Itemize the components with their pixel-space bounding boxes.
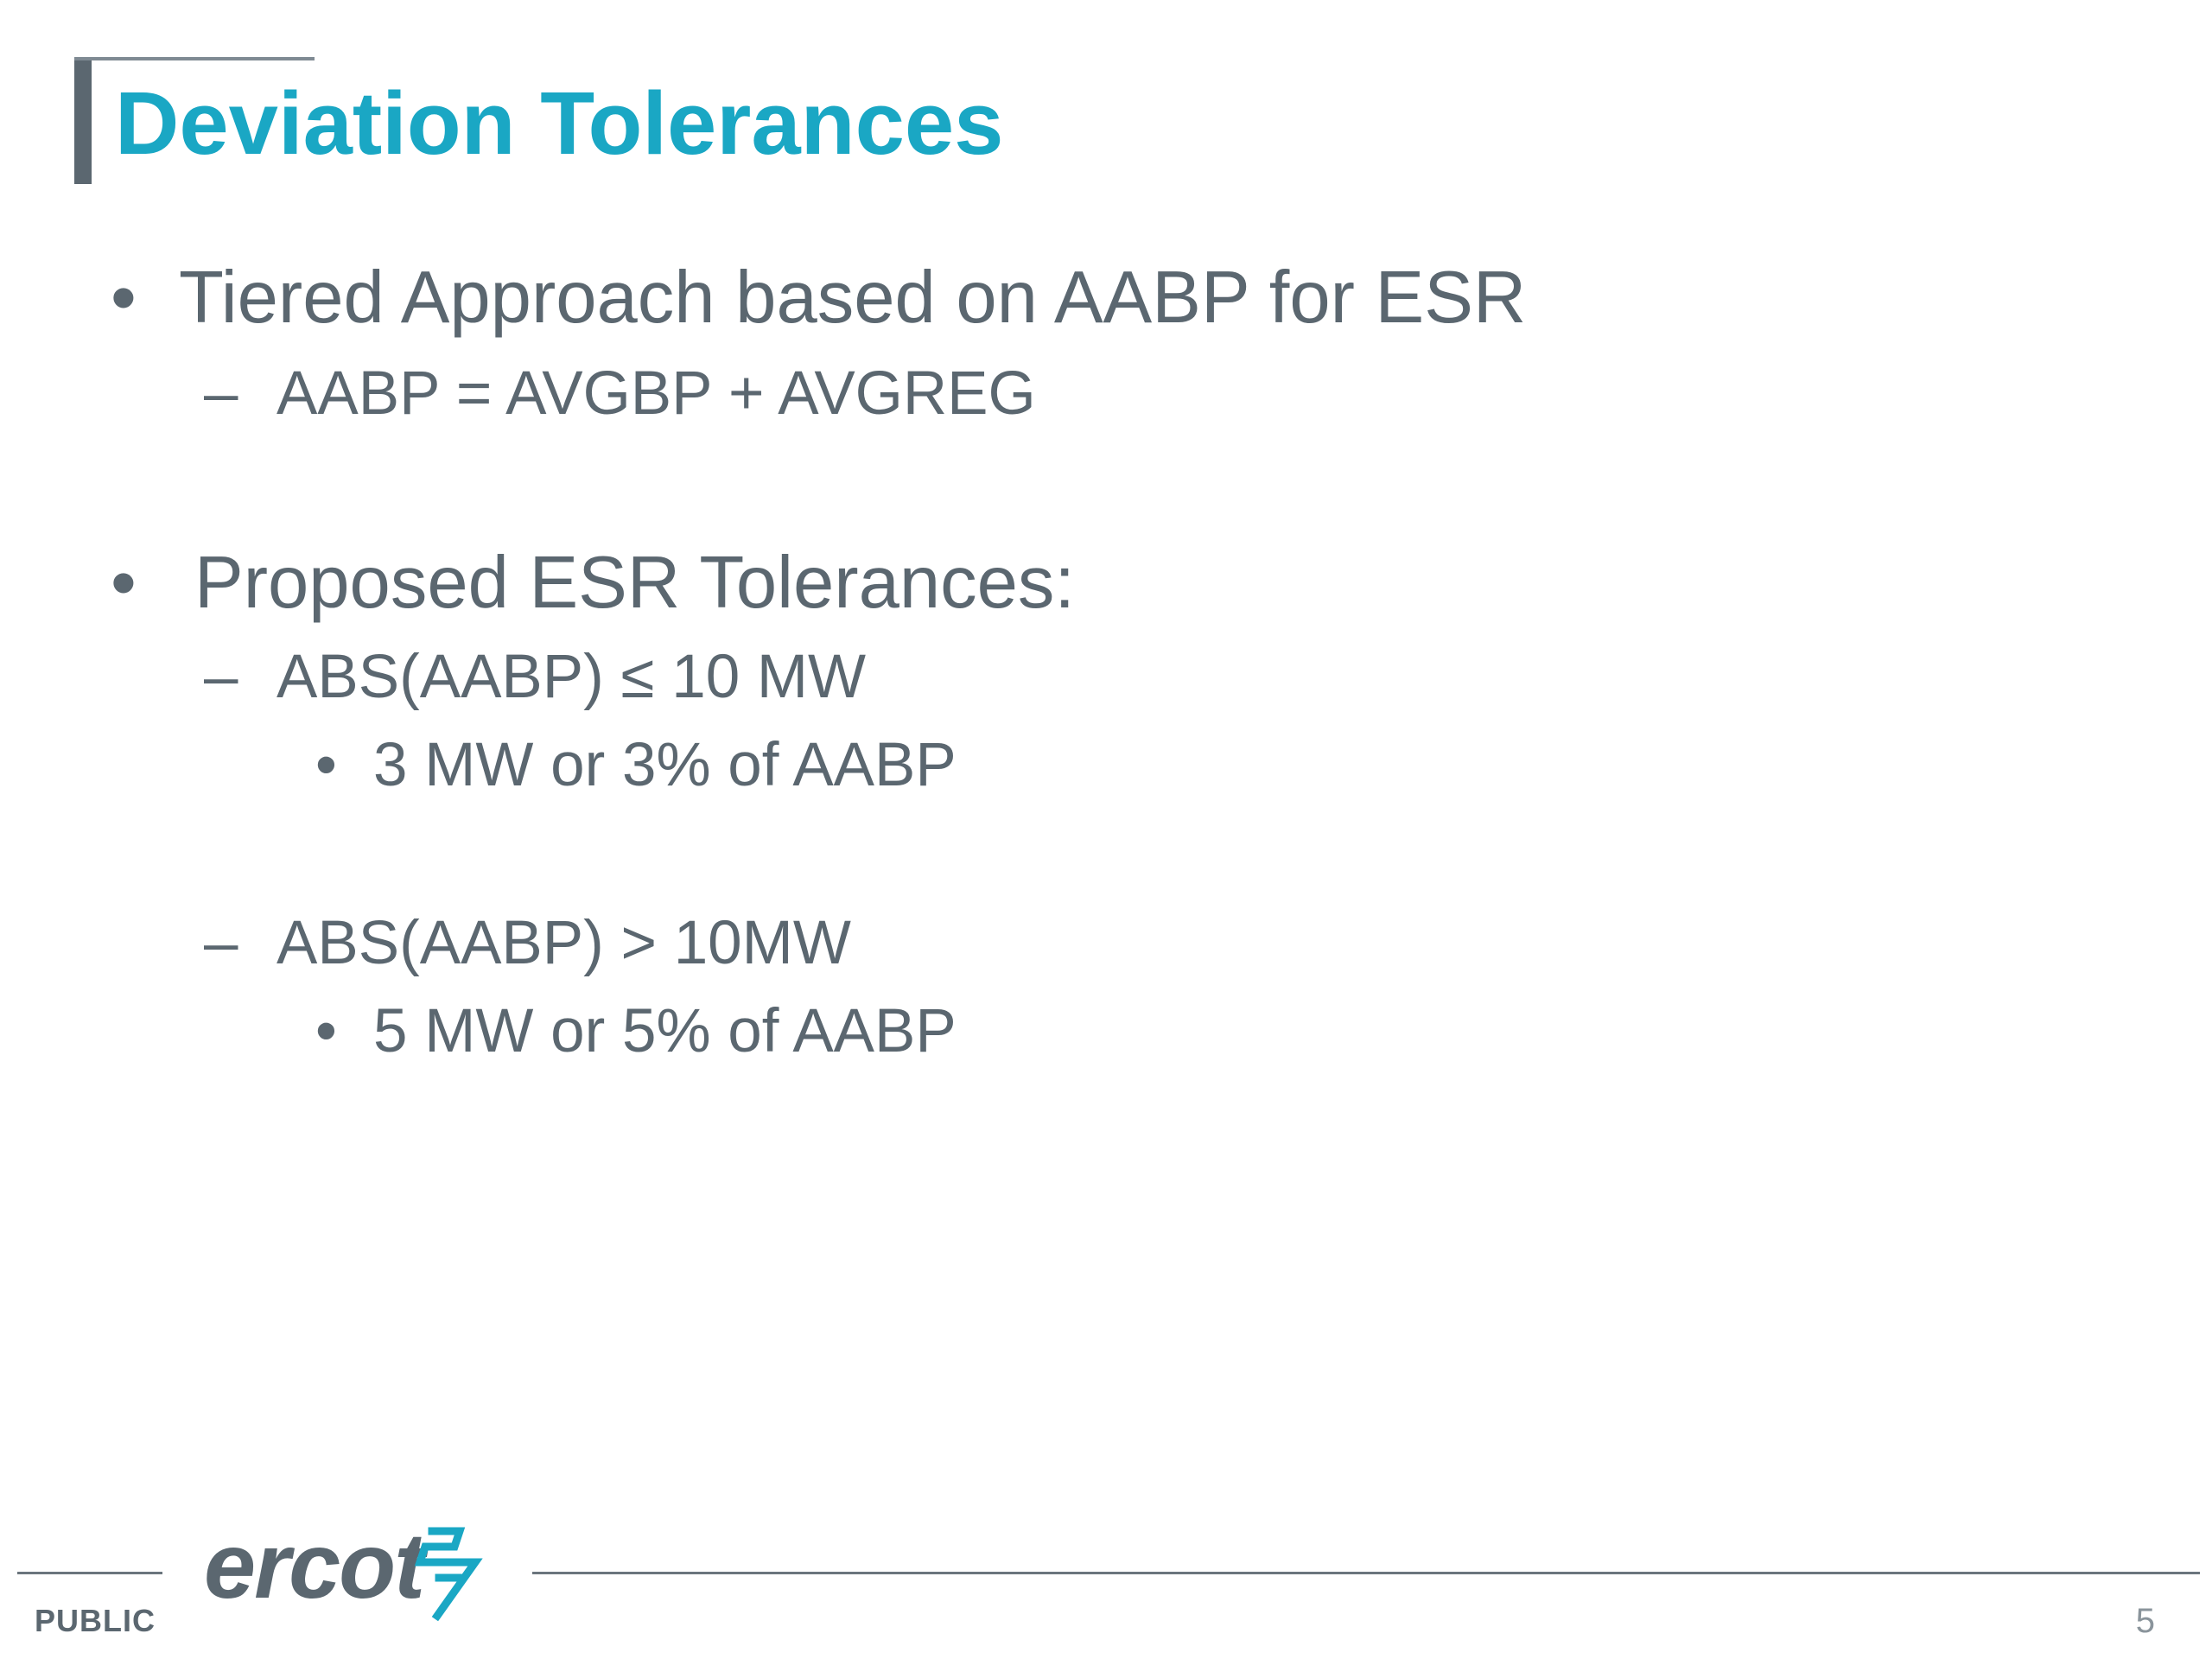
bullet-text: Proposed ESR Tolerances: <box>194 542 1076 624</box>
bullet-icon: • <box>315 997 337 1065</box>
sub-bullet-text: ABS(AABP) ≤ 10 MW <box>276 643 867 711</box>
sub-bullet-text: ABS(AABP) > 10MW <box>276 909 851 977</box>
sub-sub-bullet-text: 3 MW or 3% of AABP <box>373 731 957 799</box>
bullet-text: Tiered Approach based on AABP for ESR <box>179 257 1527 339</box>
dash-icon: – <box>204 643 238 711</box>
title-accent-rule <box>74 57 315 60</box>
footer-rule-right <box>532 1572 2200 1574</box>
bullet-icon: • <box>315 731 337 799</box>
slide-title: Deviation Tolerances <box>115 73 1004 173</box>
dash-icon: – <box>204 909 238 977</box>
bullet-icon: • <box>111 257 137 339</box>
bullet-icon: • <box>111 542 137 624</box>
sub-sub-bullet-text: 5 MW or 5% of AABP <box>373 997 957 1065</box>
classification-label: PUBLIC <box>35 1603 156 1638</box>
footer-rule-left <box>17 1572 162 1574</box>
sub-bullet-text: AABP = AVGBP + AVGREG <box>276 359 1036 428</box>
ercot-logo-text: ercot <box>204 1513 425 1618</box>
title-accent-bar <box>74 57 92 184</box>
dash-icon: – <box>204 359 238 428</box>
page-number: 5 <box>2135 1602 2155 1640</box>
ercot-lightning-icon <box>414 1527 483 1622</box>
